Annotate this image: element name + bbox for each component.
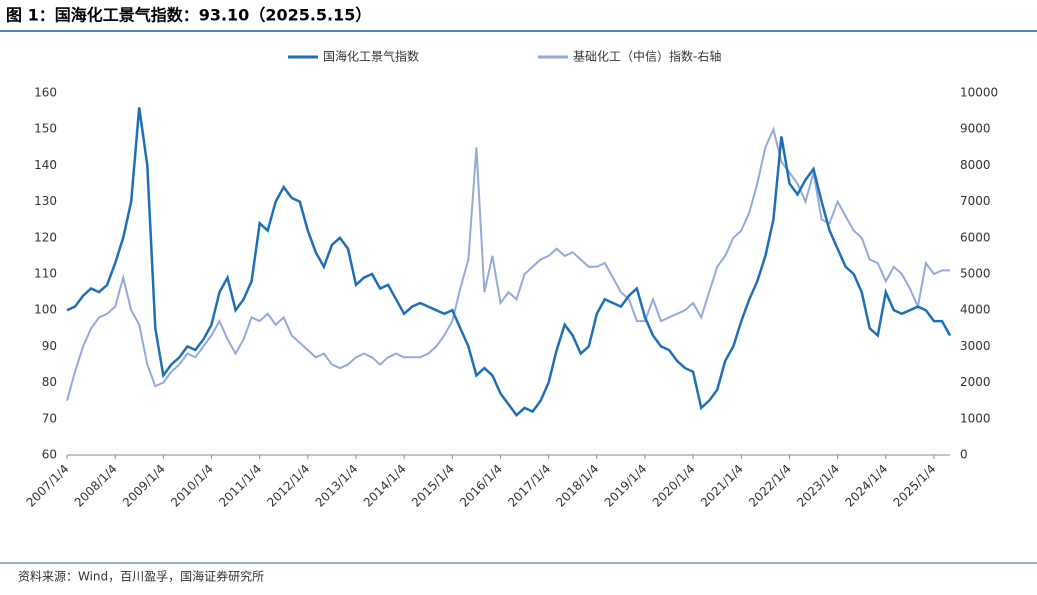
y2-tick-label: 5000 — [960, 267, 991, 281]
y-tick-label: 70 — [42, 411, 57, 425]
y2-tick-label: 0 — [960, 448, 968, 462]
x-tick-label: 2025/1/4 — [891, 462, 939, 510]
y-tick-label: 130 — [34, 194, 57, 208]
series-line — [66, 107, 952, 418]
x-tick-label: 2019/1/4 — [602, 462, 650, 510]
y2-tick-label: 10000 — [960, 86, 998, 100]
y-tick-label: 120 — [34, 230, 57, 244]
legend-label: 国海化工景气指数 — [323, 49, 419, 64]
series-line — [66, 126, 950, 401]
x-tick-label: 2008/1/4 — [72, 462, 120, 510]
y-tick-label: 160 — [34, 86, 57, 100]
y-tick-label: 90 — [42, 339, 57, 353]
x-tick-label: 2022/1/4 — [746, 462, 794, 510]
x-tick-label: 2023/1/4 — [794, 462, 842, 510]
source-note: 资料来源：Wind，百川盈孚，国海证券研究所 — [18, 569, 264, 584]
y-tick-label: 80 — [42, 375, 57, 389]
y2-tick-label: 3000 — [960, 339, 991, 353]
y2-tick-label: 8000 — [960, 158, 991, 172]
x-tick-label: 2013/1/4 — [313, 462, 361, 510]
x-tick-label: 2024/1/4 — [842, 462, 890, 510]
y2-tick-label: 1000 — [960, 411, 991, 425]
y2-tick-label: 4000 — [960, 303, 991, 317]
y-tick-label: 140 — [34, 158, 57, 172]
y2-tick-label: 7000 — [960, 194, 991, 208]
y-tick-label: 110 — [34, 267, 57, 281]
y2-tick-label: 6000 — [960, 230, 991, 244]
x-tick-label: 2007/1/4 — [24, 462, 72, 510]
x-tick-label: 2020/1/4 — [650, 462, 698, 510]
y-tick-label: 60 — [42, 448, 57, 462]
x-tick-label: 2011/1/4 — [216, 462, 264, 510]
x-tick-label: 2009/1/4 — [120, 462, 168, 510]
y-tick-label: 150 — [34, 122, 57, 136]
x-tick-label: 2014/1/4 — [361, 462, 409, 510]
x-tick-label: 2010/1/4 — [168, 462, 216, 510]
legend-label: 基础化工（中信）指数-右轴 — [573, 49, 721, 64]
y2-tick-label: 2000 — [960, 375, 991, 389]
chart-title: 图 1：国海化工景气指数：93.10（2025.5.15） — [6, 6, 371, 25]
y2-tick-label: 9000 — [960, 122, 991, 136]
x-tick-label: 2016/1/4 — [457, 462, 505, 510]
x-tick-label: 2017/1/4 — [505, 462, 553, 510]
y-tick-label: 100 — [34, 303, 57, 317]
x-tick-label: 2015/1/4 — [409, 462, 457, 510]
x-tick-label: 2012/1/4 — [264, 462, 312, 510]
x-tick-label: 2021/1/4 — [698, 462, 746, 510]
x-tick-label: 2018/1/4 — [553, 462, 601, 510]
